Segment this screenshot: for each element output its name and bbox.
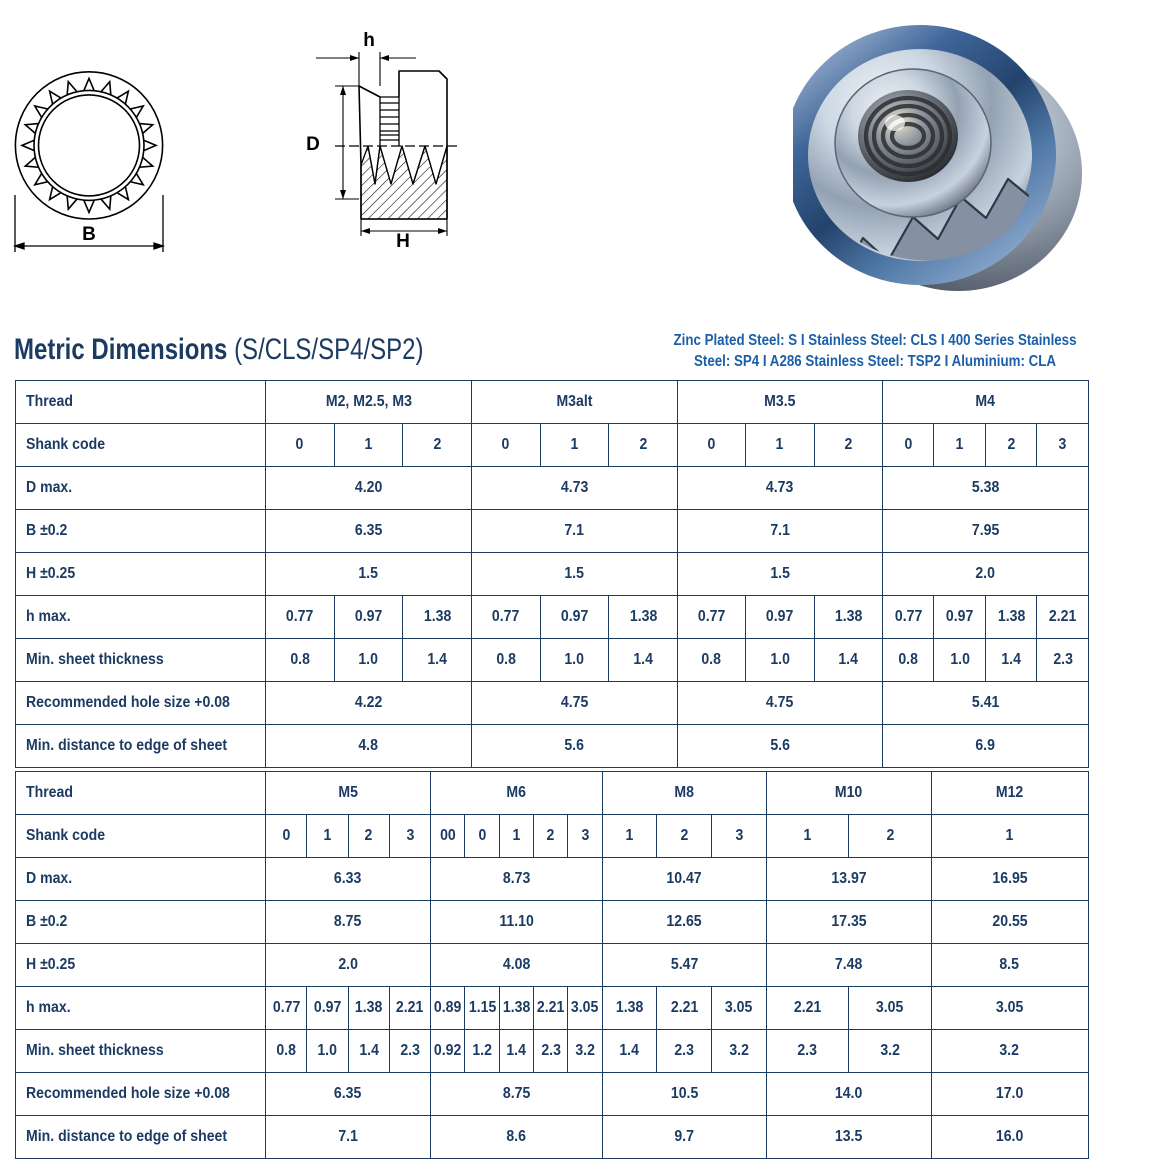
svg-text:B: B	[82, 224, 96, 245]
svg-text:D: D	[306, 134, 320, 155]
svg-text:H: H	[396, 231, 410, 250]
svg-text:h: h	[363, 30, 375, 51]
